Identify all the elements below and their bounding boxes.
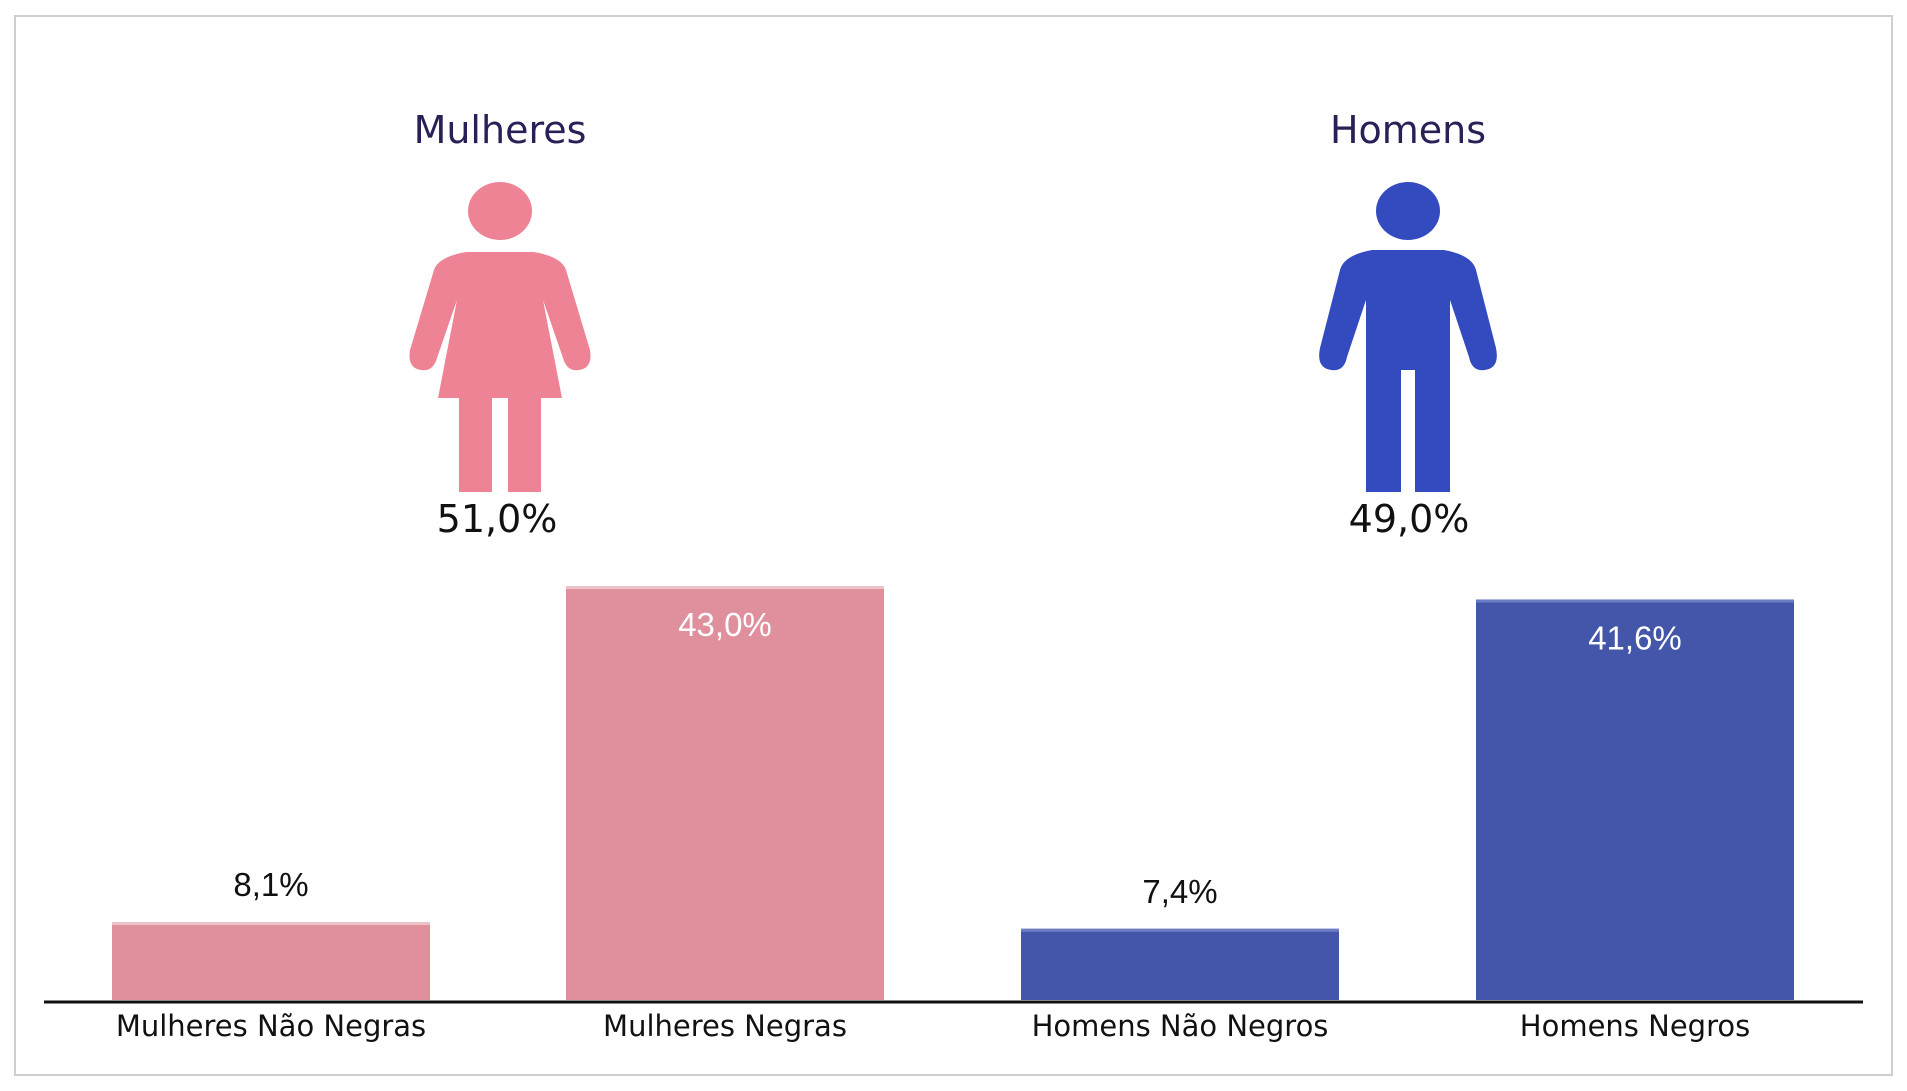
group-share-women: 51,0% [437,497,558,541]
group-title-men: Homens [1330,108,1486,152]
bar-homens-nao-negros [1021,928,1339,1000]
value-label-mulheres-negras: 43,0% [678,606,772,643]
bar-mulheres-nao-negras [112,922,430,1000]
bar-mulheres-negras [566,586,884,1000]
group-title-women: Mulheres [414,108,587,152]
bar-mulheres-nao-negras-top [112,922,430,926]
category-label-mulheres-negras: Mulheres Negras [603,1009,847,1043]
bar-homens-nao-negros-body [1021,928,1339,1000]
male-figure-icon [1319,182,1497,492]
bar-mulheres-negras-body [566,586,884,1000]
bar-mulheres-nao-negras-body [112,922,430,1000]
value-label-homens-nao-negros: 7,4% [1142,873,1217,910]
bar-mulheres-negras-top [566,586,884,589]
bar-homens-negros-top [1476,599,1794,603]
value-label-homens-negros: 41,6% [1588,619,1682,656]
category-label-homens-negros: Homens Negros [1520,1009,1750,1043]
group-share-men: 49,0% [1349,497,1470,541]
category-label-homens-nao-negros: Homens Não Negros [1032,1009,1329,1043]
bar-homens-negros [1476,599,1794,1000]
value-label-mulheres-nao-negras: 8,1% [233,866,308,903]
category-label-mulheres-nao-negras: Mulheres Não Negras [116,1009,426,1043]
bar-homens-nao-negros-top [1021,928,1339,932]
bar-homens-negros-body [1476,599,1794,1000]
female-figure-icon [409,182,591,492]
